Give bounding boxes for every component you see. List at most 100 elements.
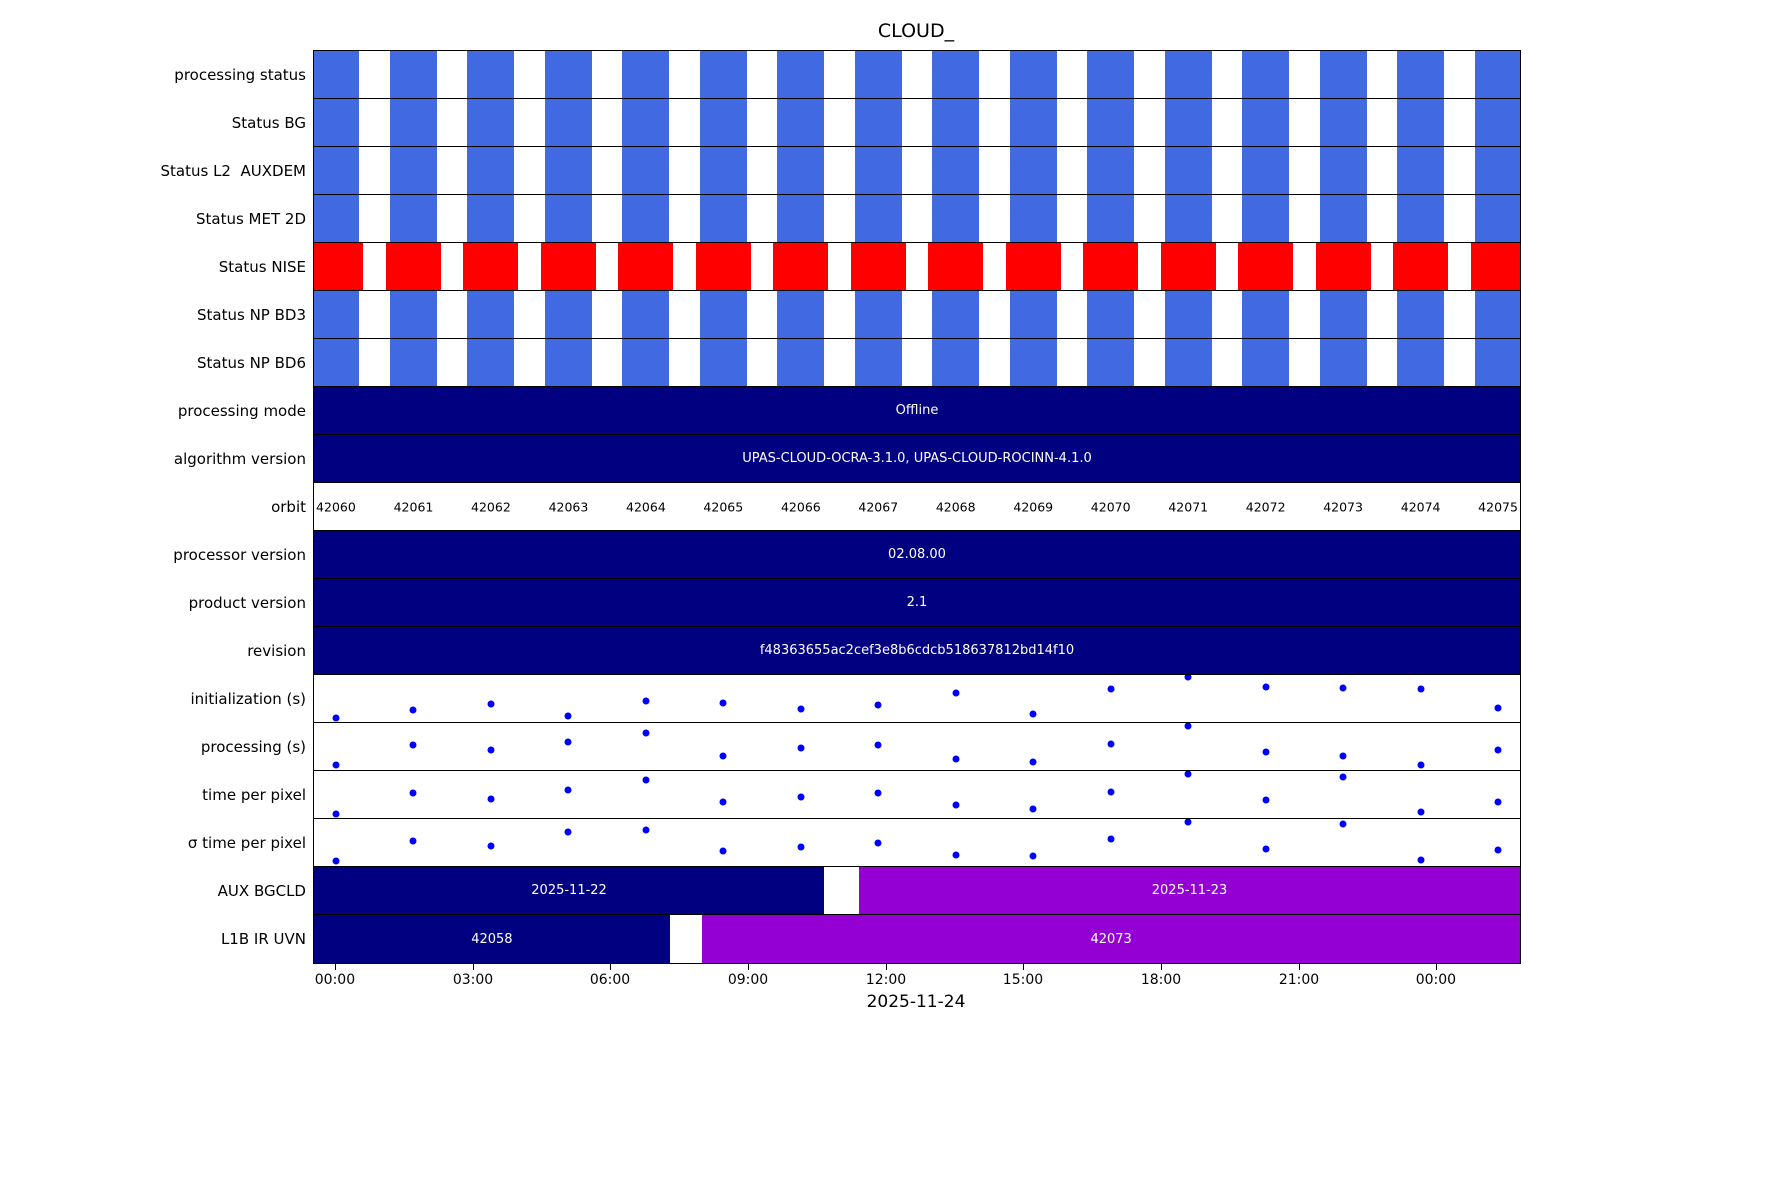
status-block [1009,99,1057,146]
data-point [642,729,650,737]
row-label: σ time per pixel [187,833,306,852]
status-block [1242,291,1290,338]
bar-segment: UPAS-CLOUD-OCRA-3.1.0, UPAS-CLOUD-ROCINN… [314,435,1520,482]
x-tick-mark [334,964,336,970]
row-label: revision [247,641,306,660]
status-block [854,99,902,146]
status-block [467,195,515,242]
row-label: algorithm version [173,449,306,468]
data-point [409,789,417,797]
row-plot [314,339,1520,386]
status-block [695,243,751,290]
status-block [467,99,515,146]
data-point [1107,788,1115,796]
orbit-number: 42075 [1478,499,1518,514]
status-block [385,243,441,290]
orbit-number: 42064 [626,499,666,514]
row-label: orbit [271,497,306,516]
data-point [1417,761,1425,769]
x-tick-mark [748,964,749,970]
x-tick-label: 03:00 [452,972,494,988]
row-plot: 2025-11-22 2025-11-23 [314,867,1520,914]
status-block [1397,99,1445,146]
status-block [1397,195,1445,242]
row-label: Status BG [231,113,306,132]
status-block [932,291,980,338]
chart-row: processing (s) [201,723,1520,771]
data-point [1262,845,1270,853]
row-plot: 42058 42073 [314,915,1520,963]
data-point [1339,773,1347,781]
data-point [1494,846,1502,854]
x-tick-mark [1299,964,1301,970]
status-block [314,51,360,98]
data-point [1184,723,1192,730]
data-point [564,786,572,794]
status-block [850,243,906,290]
data-point [1029,852,1037,860]
data-point [1184,771,1192,778]
status-block [1319,195,1367,242]
data-point [1262,683,1270,691]
status-block [1009,147,1057,194]
status-block [777,51,825,98]
row-label: Status NP BD3 [197,305,306,324]
data-point [1029,710,1037,718]
status-block [389,291,437,338]
data-point [797,705,805,713]
data-point [1339,752,1347,760]
status-block [928,243,984,290]
row-plot [314,291,1520,338]
row-plot [314,243,1520,290]
row-plot: Offline [314,387,1520,434]
data-point [487,746,495,754]
orbit-number: 42074 [1400,499,1441,514]
data-point [1417,685,1425,693]
data-point [719,847,727,855]
x-tick-label: 06:00 [589,972,631,988]
status-block [1160,243,1216,290]
status-block [777,147,825,194]
status-block [1397,291,1445,338]
x-tick-label: 09:00 [727,972,769,988]
data-point [564,712,572,720]
data-point [487,700,495,708]
chart-row: AUX BGCLD 2025-11-22 2025-11-23 [218,867,1520,915]
status-block [1242,51,1290,98]
row-plot: UPAS-CLOUD-OCRA-3.1.0, UPAS-CLOUD-ROCINN… [314,435,1520,482]
data-point [409,706,417,714]
status-block [1315,243,1371,290]
row-label: processor version [173,545,306,564]
status-block [314,243,364,290]
orbit-number: 42069 [1013,499,1054,514]
data-point [1107,835,1115,843]
status-block [1087,339,1135,386]
status-block [389,147,437,194]
chart-rows: processing status Status BG Status L2 AUXD… [161,50,1521,964]
x-tick-label: 18:00 [1140,972,1182,988]
status-block [544,99,592,146]
row-label: time per pixel [202,785,306,804]
bar-segment: Offline [314,387,1520,434]
row-plot [314,675,1520,722]
status-block [1397,147,1445,194]
chart-row: Status MET 2D [196,195,1520,243]
data-point [952,851,960,859]
status-block [314,195,360,242]
data-point [487,795,495,803]
row-label: Status MET 2D [195,209,306,228]
status-block [773,243,829,290]
status-block [1474,99,1520,146]
bar-segment: 42058 [314,915,670,963]
status-block [544,51,592,98]
orbit-number: 42072 [1245,499,1286,514]
status-block [1470,243,1520,290]
status-block [699,195,747,242]
data-point [1262,748,1270,756]
data-point [564,828,572,836]
data-point [1184,819,1192,826]
chart-row: Status NISE [219,243,1520,291]
row-label: Status L2 AUXDEM [160,161,307,180]
row-label: Status NISE [218,257,306,276]
status-block [467,51,515,98]
